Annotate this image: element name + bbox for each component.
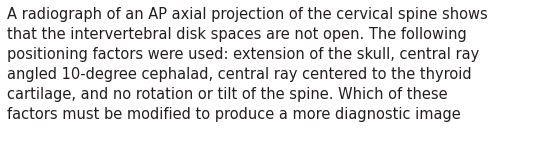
Text: A radiograph of an AP axial projection of the cervical spine shows
that the inte: A radiograph of an AP axial projection o… xyxy=(7,7,488,122)
